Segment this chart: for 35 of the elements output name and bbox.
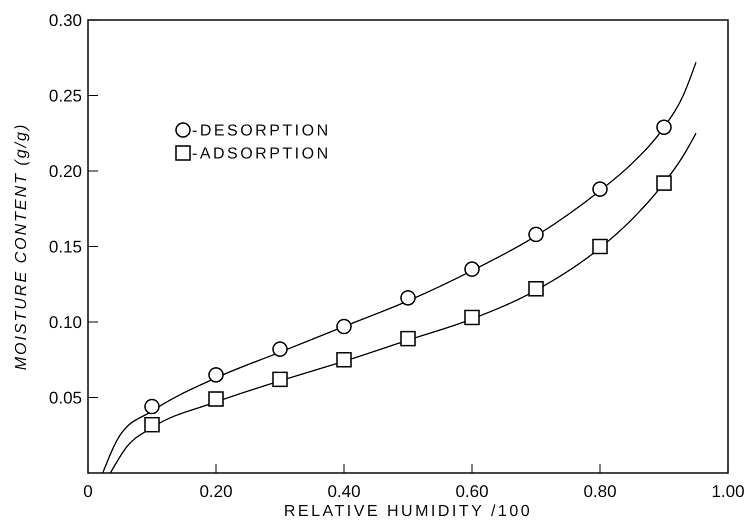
- point: [144, 416, 160, 432]
- point: [336, 352, 352, 368]
- y-tick-label: 0.20: [48, 162, 82, 181]
- y-tick-label: 0.15: [48, 237, 82, 256]
- x-tick-label: 1.00: [711, 482, 745, 501]
- legend-label: -DESORPTION: [192, 122, 331, 140]
- x-tick-label: 0.60: [455, 482, 489, 501]
- point: [464, 261, 480, 277]
- point: [464, 310, 480, 326]
- point: [592, 238, 608, 254]
- x-tick-label: 0.40: [327, 482, 361, 501]
- y-tick-label: 0.30: [48, 10, 82, 30]
- point: [272, 372, 288, 388]
- y-tick-label: 0.10: [48, 312, 82, 332]
- point: [208, 391, 224, 407]
- y-tick-label: 0.25: [48, 86, 82, 106]
- point: [400, 330, 416, 346]
- point: [208, 367, 224, 383]
- point: [528, 226, 544, 242]
- point: [336, 318, 352, 334]
- x-tick-label: 0.80: [583, 482, 617, 501]
- y-axis-title: MOISTURE CONTENT (g/g): [13, 122, 30, 370]
- point: [400, 290, 416, 306]
- point: [592, 181, 608, 197]
- line-series: [102, 62, 697, 474]
- y-tick-label: 0.05: [48, 388, 82, 408]
- point: [656, 119, 672, 135]
- x-tick-label: 0: [83, 482, 93, 501]
- legend-label: -ADSORPTION: [192, 146, 331, 163]
- point: [272, 341, 288, 357]
- x-tick-label: 0.20: [199, 482, 233, 501]
- x-axis-title: RELATIVE HUMIDITY /100: [284, 503, 532, 520]
- point: [144, 398, 160, 414]
- point: [528, 281, 544, 297]
- point: [656, 175, 672, 191]
